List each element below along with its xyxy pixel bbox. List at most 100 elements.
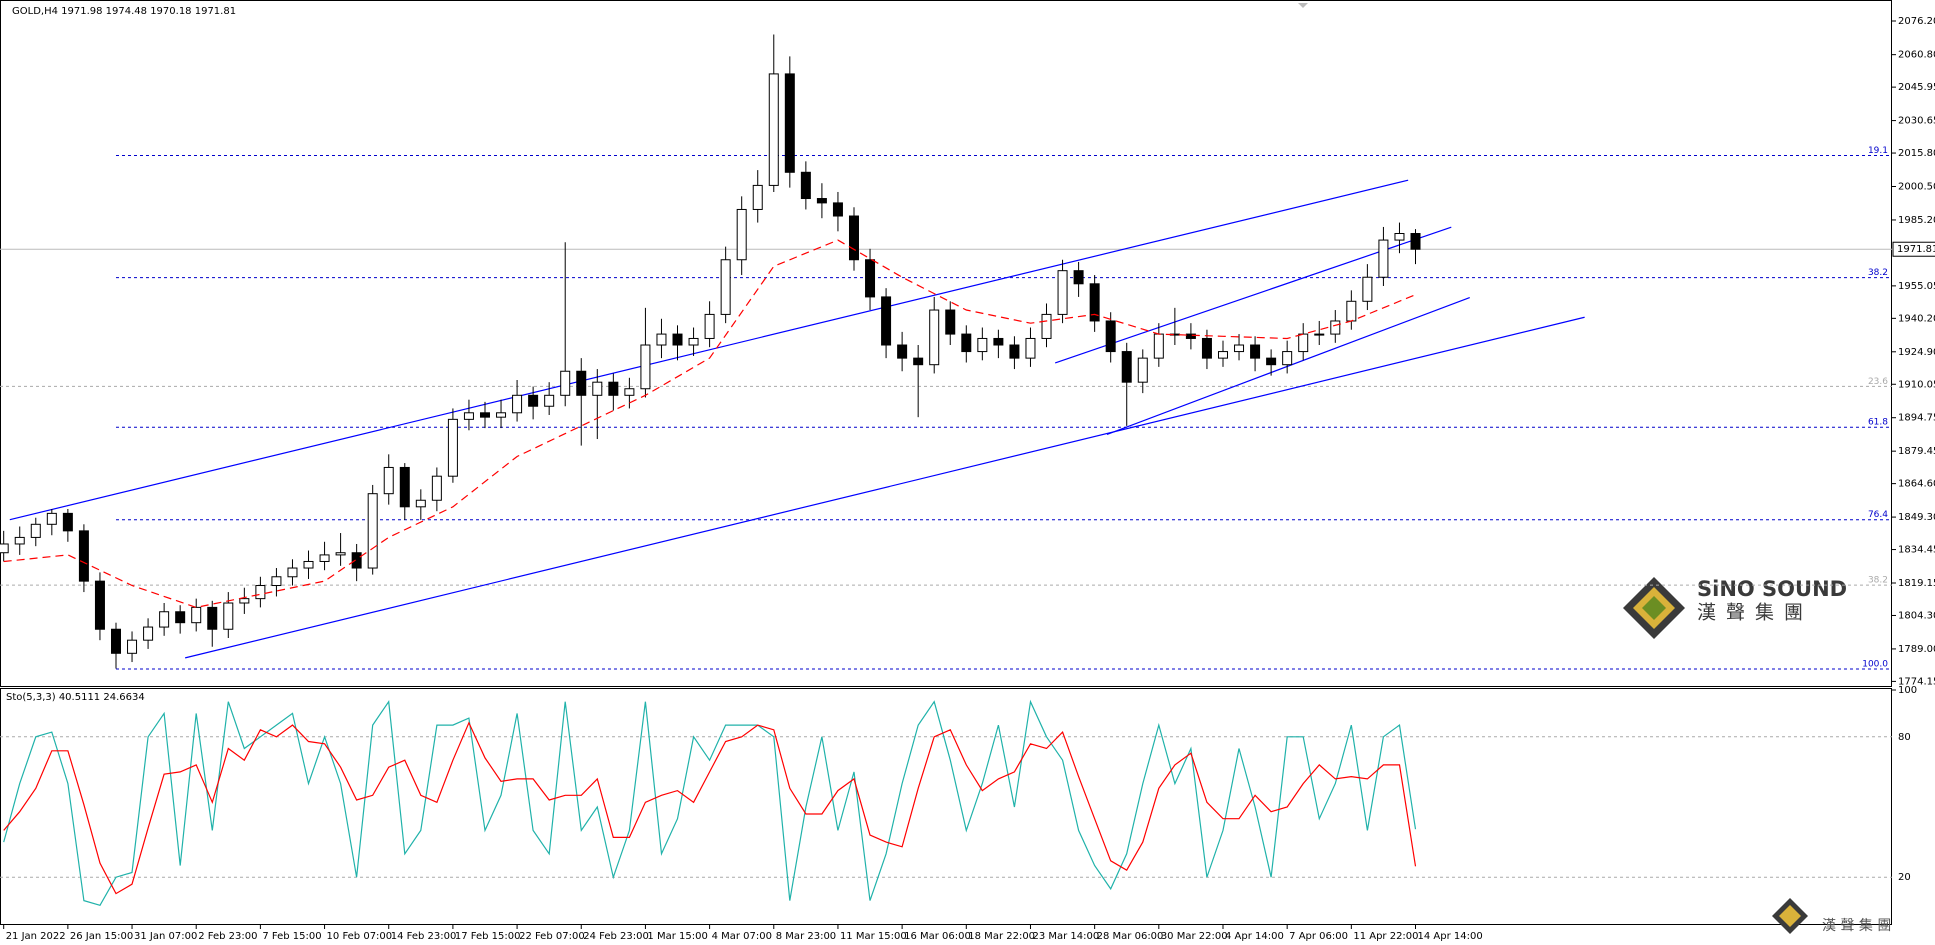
- candle-body: [1105, 320, 1116, 353]
- candle-body: [913, 357, 924, 366]
- trend-line: [1106, 297, 1470, 435]
- current-price-box: [1892, 241, 1935, 257]
- x-tick-label: 2 Feb 23:00: [198, 931, 257, 942]
- candle-body: [319, 554, 330, 562]
- candle-body: [0, 543, 9, 554]
- period-marker: [1298, 3, 1308, 8]
- x-tick-label: 31 Jan 07:00: [134, 931, 197, 942]
- candle-body: [207, 606, 218, 630]
- candle-body: [1282, 351, 1293, 366]
- candle-body: [1217, 351, 1228, 359]
- candle-body: [752, 184, 763, 210]
- candle-body: [800, 171, 811, 200]
- candle-body: [688, 337, 699, 346]
- candle-body: [897, 344, 908, 359]
- y-tick-label: 1924.90: [1898, 347, 1935, 358]
- x-tick-label: 23 Mar 14:00: [1032, 931, 1099, 942]
- candle-body: [784, 73, 795, 173]
- candle-body: [1410, 233, 1421, 250]
- fib-label: 19.1: [1868, 146, 1888, 156]
- candle-body: [1330, 320, 1341, 335]
- x-tick-label: 21 Jan 2022: [6, 931, 66, 942]
- candle-body: [624, 388, 635, 396]
- candle-body: [143, 626, 154, 641]
- current-price-label: 1971.81: [1897, 244, 1935, 255]
- x-tick-label: 4 Apr 14:00: [1225, 931, 1284, 942]
- candle-body: [431, 475, 442, 501]
- x-tick-label: 11 Apr 22:00: [1353, 931, 1418, 942]
- candle-body: [865, 259, 876, 298]
- candle-body: [271, 576, 282, 587]
- logo: [1623, 577, 1808, 934]
- candle-body: [1041, 313, 1052, 339]
- watermark-name: SiNO SOUND: [1697, 577, 1847, 601]
- candle-body: [1314, 333, 1325, 336]
- y-tick-label: 2076.20: [1898, 16, 1935, 27]
- candle-body: [576, 370, 587, 396]
- candle-body: [848, 215, 859, 261]
- candle-body: [239, 598, 250, 604]
- stoch-frame: [0, 688, 1892, 925]
- candle-body: [1153, 333, 1164, 359]
- x-tick-label: 28 Mar 06:00: [1097, 931, 1164, 942]
- candle-body: [1362, 276, 1373, 302]
- candle-body: [1009, 344, 1020, 359]
- footer-logo-text: 漢 聲 集 團: [1822, 917, 1891, 934]
- fib-label: 38.2: [1868, 268, 1888, 278]
- fib-label: 100.0: [1862, 660, 1888, 670]
- candle-body: [768, 73, 779, 186]
- x-tick-label: 4 Mar 07:00: [712, 931, 772, 942]
- y-tick-label: 80: [1898, 732, 1911, 743]
- candle-body: [1394, 233, 1405, 241]
- candle-body: [704, 313, 715, 339]
- candle-body: [528, 394, 539, 407]
- x-tick-label: 16 Mar 06:00: [904, 931, 971, 942]
- candle-body: [62, 512, 73, 532]
- candle-body: [993, 337, 1004, 346]
- candle-body: [127, 639, 138, 654]
- y-tick-label: 2045.95: [1898, 82, 1935, 93]
- candle-body: [512, 394, 523, 414]
- x-tick-label: 8 Mar 23:00: [776, 931, 836, 942]
- candle-body: [1057, 270, 1068, 315]
- candle-body: [1089, 283, 1100, 322]
- candle-body: [881, 296, 892, 346]
- y-tick-label: 1910.05: [1898, 379, 1935, 390]
- y-tick-label: 1849.30: [1898, 512, 1935, 523]
- candle-body: [544, 394, 555, 407]
- candle-body: [1201, 337, 1212, 359]
- x-tick-label: 11 Mar 15:00: [840, 931, 907, 942]
- candle-body: [720, 259, 731, 315]
- x-tick-label: 30 Mar 22:00: [1161, 931, 1228, 942]
- candle-body: [832, 202, 843, 217]
- x-tick-label: 14 Apr 14:00: [1418, 931, 1483, 942]
- y-tick-label: 1774.15: [1898, 676, 1935, 687]
- candle-body: [496, 412, 507, 418]
- candle-body: [415, 499, 426, 508]
- candle-body: [367, 493, 378, 569]
- candle-body: [1137, 357, 1148, 383]
- trend-line: [184, 316, 1585, 659]
- candle-body: [1378, 239, 1389, 278]
- candle-body: [463, 412, 474, 420]
- y-tick-label: 1804.30: [1898, 610, 1935, 621]
- y-tick-label: 1879.45: [1898, 446, 1935, 457]
- candle-body: [656, 333, 667, 346]
- candle-body: [255, 585, 266, 600]
- candle-body: [640, 344, 651, 390]
- candle-body: [110, 628, 121, 654]
- stoch-title: Sto(5,3,3) 40.5111 24.6634: [6, 692, 145, 703]
- candle-body: [303, 560, 314, 569]
- candle-body: [223, 602, 234, 630]
- candle-body: [1025, 337, 1036, 359]
- candle-body: [1234, 344, 1245, 353]
- x-tick-label: 1 Mar 15:00: [647, 931, 707, 942]
- chart-title: GOLD,H4 1971.98 1974.48 1970.18 1971.81: [12, 6, 236, 17]
- y-tick-label: 1819.15: [1898, 578, 1935, 589]
- candle-body: [1185, 333, 1196, 339]
- candle-body: [479, 412, 490, 418]
- candle-body: [1121, 351, 1132, 383]
- candle-body: [929, 309, 940, 366]
- candle-body: [1298, 333, 1309, 353]
